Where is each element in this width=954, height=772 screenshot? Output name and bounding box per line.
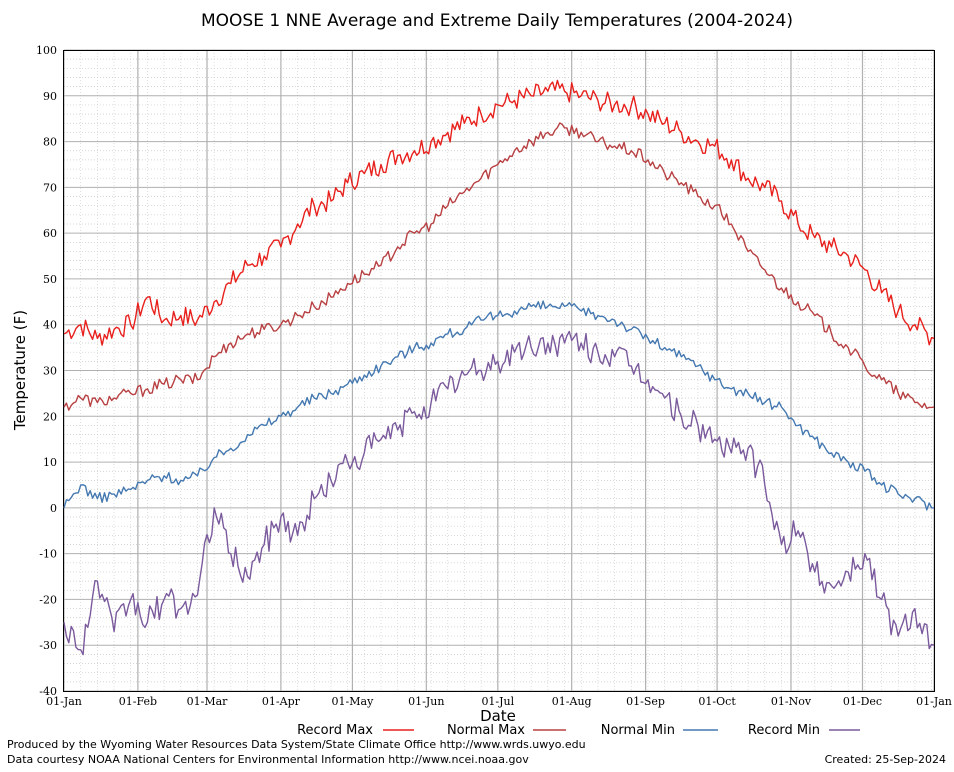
x-tick-label: 01-Dec	[843, 695, 882, 708]
y-tick-label: -10	[39, 548, 57, 561]
footer-produced-by: Produced by the Wyoming Water Resources …	[7, 738, 586, 751]
series-line-record-min	[63, 330, 935, 656]
y-axis-label: Temperature (F)	[11, 310, 29, 431]
legend: Record Max Normal Max Normal Min Record Min	[297, 723, 860, 738]
y-tick-label: -40	[39, 685, 57, 698]
x-tick-label: 01-Jan	[916, 695, 952, 708]
y-tick-label: 80	[43, 136, 57, 149]
series-layer	[63, 79, 935, 656]
x-tick-label: 01-Sep	[626, 695, 665, 708]
y-tick-label: 30	[43, 365, 57, 378]
x-tick-label: 01-Jul	[481, 695, 514, 708]
series-line-normal-max	[63, 122, 935, 411]
y-tick-label: 10	[43, 456, 57, 469]
y-tick-label: 100	[36, 44, 57, 57]
x-tick-label: 01-Apr	[262, 695, 301, 708]
y-tick-label: -30	[39, 639, 57, 652]
x-tick-label: 01-Nov	[771, 695, 812, 708]
legend-label-normal-max: Normal Max	[447, 723, 525, 738]
chart-title: MOOSE 1 NNE Average and Extreme Daily Te…	[201, 11, 793, 31]
y-tick-label: 50	[43, 273, 57, 286]
y-tick-label: 70	[43, 181, 57, 194]
x-tick-label: 01-Oct	[698, 695, 736, 708]
legend-label-record-min: Record Min	[748, 723, 820, 738]
x-tick-label: 01-Aug	[552, 695, 592, 708]
y-tick-label: 20	[43, 410, 57, 423]
y-tick-label: 40	[43, 319, 57, 332]
series-line-normal-min	[63, 300, 935, 511]
x-tick-label: 01-Jun	[408, 695, 444, 708]
legend-label-record-max: Record Max	[297, 723, 373, 738]
y-tick-label: 60	[43, 227, 57, 240]
x-tick-label: 01-May	[332, 695, 375, 708]
plot-frame	[63, 50, 935, 692]
x-tick-label: 01-Jan	[46, 695, 82, 708]
footer-created-date: Created: 25-Sep-2024	[825, 753, 946, 766]
x-tick-labels: 01-Jan 01-Feb 01-Mar 01-Apr 01-May 01-Jun 01-J…	[46, 695, 952, 708]
x-axis-label: Date	[480, 707, 516, 725]
y-tick-label: 0	[50, 502, 57, 515]
y-tick-label: 90	[43, 90, 57, 103]
series-line-record-max	[63, 79, 935, 346]
footer-data-courtesy: Data courtesy NOAA National Centers for …	[7, 753, 529, 766]
x-tick-label: 01-Feb	[119, 695, 157, 708]
y-tick-label: -20	[39, 593, 57, 606]
legend-label-normal-min: Normal Min	[601, 723, 675, 738]
x-tick-label: 01-Mar	[187, 695, 229, 708]
